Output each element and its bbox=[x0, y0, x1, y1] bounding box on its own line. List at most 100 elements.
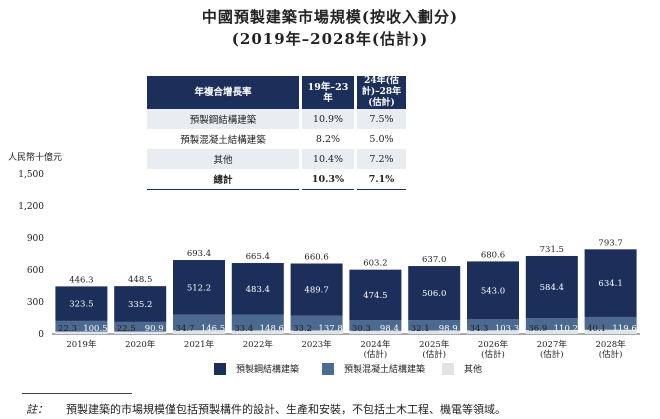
data-label-total: 693.4 bbox=[187, 249, 211, 259]
x-tick-label: (估計) bbox=[599, 349, 623, 360]
y-tick-label: 900 bbox=[27, 234, 44, 244]
data-label-concrete: 119.6 bbox=[612, 324, 636, 334]
data-label-total: 660.6 bbox=[304, 253, 328, 263]
cagr-row-value2: 7.5% bbox=[354, 109, 406, 129]
data-label-other: 36.9 bbox=[528, 324, 547, 334]
bar-segment bbox=[467, 319, 519, 331]
bar-segment bbox=[584, 316, 637, 330]
bar-segment bbox=[584, 329, 637, 334]
cagr-row-label: 總計 bbox=[147, 169, 301, 190]
data-label-other: 22.5 bbox=[117, 324, 136, 334]
data-label-other: 33.2 bbox=[293, 324, 312, 334]
footnote-divider bbox=[22, 393, 132, 394]
data-label-other: 34.3 bbox=[470, 324, 489, 334]
data-label-other: 22.3 bbox=[58, 324, 77, 334]
chart-legend: 預製鋼結構建築 預製混凝土結構建築 其他 bbox=[0, 362, 660, 376]
x-tick-label: 2025年 bbox=[419, 339, 450, 350]
cagr-row-value1: 10.4% bbox=[299, 149, 356, 169]
bar-segment bbox=[467, 330, 519, 334]
bar-segment bbox=[114, 286, 167, 322]
footnote-label: 註： bbox=[26, 403, 48, 416]
cagr-row: 預製混凝土結構建築 8.2% 5.0% bbox=[147, 129, 406, 149]
data-label-other: 30.3 bbox=[352, 324, 371, 334]
bar-segment bbox=[349, 269, 402, 321]
cagr-header-period2-text: 24年(估計)–28年(估計) bbox=[361, 76, 402, 108]
y-tick-label: 600 bbox=[27, 266, 44, 276]
bar-segment bbox=[55, 331, 108, 334]
y-axis-label: 人民幣十億元 bbox=[8, 151, 62, 163]
bar-segment bbox=[114, 321, 167, 332]
y-tick-label: 300 bbox=[27, 298, 44, 308]
x-tick-label: 2019年 bbox=[66, 339, 97, 350]
bar-segment bbox=[173, 260, 225, 315]
data-label-steel: 543.0 bbox=[481, 286, 505, 296]
data-label-total: 448.5 bbox=[128, 275, 152, 285]
data-label-total: 603.2 bbox=[363, 259, 387, 269]
x-tick-label: 2020年 bbox=[125, 339, 156, 350]
cagr-header-row: 年複合增長率 19年–23年 24年(估計)–28年(估計) bbox=[147, 76, 406, 109]
data-label-concrete: 98.9 bbox=[439, 324, 458, 334]
bar-segment bbox=[349, 320, 402, 331]
y-tick-label: 1,200 bbox=[18, 202, 44, 212]
bar-segment bbox=[290, 315, 343, 331]
data-label-steel: 335.2 bbox=[128, 300, 152, 310]
bar-segment bbox=[467, 261, 519, 320]
cagr-row-total: 總計 10.3% 7.1% bbox=[147, 169, 406, 190]
data-label-total: 731.5 bbox=[540, 245, 564, 255]
x-tick-label: (估計) bbox=[364, 349, 388, 360]
cagr-row-value2: 7.2% bbox=[354, 149, 406, 169]
cagr-row: 其他 10.4% 7.2% bbox=[147, 149, 406, 169]
data-label-other: 34.7 bbox=[176, 324, 195, 334]
legend-label-steel: 預製鋼結構建築 bbox=[236, 365, 300, 375]
y-tick-label: 1,500 bbox=[18, 170, 44, 180]
bar-segment bbox=[525, 330, 578, 334]
bar-segment bbox=[55, 320, 108, 332]
data-label-total: 446.3 bbox=[69, 275, 93, 285]
y-tick-label: 0 bbox=[38, 330, 44, 340]
data-label-total: 637.0 bbox=[422, 255, 446, 265]
bar-segment bbox=[408, 320, 461, 331]
bar-segment bbox=[525, 255, 578, 319]
legend-item-steel: 預製鋼結構建築 bbox=[214, 362, 299, 375]
legend-label-concrete: 預製混凝土結構建築 bbox=[344, 365, 426, 375]
data-label-steel: 634.1 bbox=[598, 279, 622, 289]
x-tick-label: (估計) bbox=[540, 349, 564, 360]
data-label-concrete: 146.5 bbox=[201, 324, 225, 334]
footnote-text: 預製建築的市場規模僅包括預製構件的設計、生產和安裝，不包括土木工程、機電等領域。 bbox=[66, 403, 506, 416]
data-label-other: 32.1 bbox=[411, 324, 430, 334]
data-label-steel: 323.5 bbox=[69, 300, 93, 310]
data-label-steel: 483.4 bbox=[246, 285, 270, 295]
bar-segment bbox=[525, 318, 578, 331]
legend-item-other: 其他 bbox=[442, 362, 482, 375]
footnote: 註： 預製建築的市場規模僅包括預製構件的設計、生產和安裝，不包括土木工程、機電等領… bbox=[26, 401, 506, 417]
x-tick-label: 2022年 bbox=[243, 339, 274, 350]
legend-item-concrete: 預製混凝土結構建築 bbox=[322, 362, 425, 375]
cagr-row-label: 預製鋼結構建築 bbox=[147, 109, 301, 129]
data-label-concrete: 90.9 bbox=[145, 324, 164, 334]
cagr-header-period2: 24年(估計)–28年(估計) bbox=[354, 76, 406, 109]
data-label-steel: 489.7 bbox=[304, 286, 328, 296]
cagr-row-value1: 10.9% bbox=[299, 109, 356, 129]
data-label-concrete: 100.5 bbox=[83, 324, 107, 334]
bar-segment bbox=[349, 330, 402, 334]
data-label-steel: 584.4 bbox=[540, 283, 564, 293]
legend-label-other: 其他 bbox=[464, 365, 483, 375]
bar-segment bbox=[290, 330, 343, 334]
cagr-row-value1: 10.3% bbox=[299, 169, 356, 190]
bar-segment bbox=[408, 330, 461, 334]
data-label-other: 40.1 bbox=[587, 324, 606, 334]
bar-segment bbox=[173, 314, 225, 331]
bar-segment bbox=[290, 263, 343, 316]
data-label-other: 33.4 bbox=[234, 324, 253, 334]
data-label-concrete: 137.8 bbox=[318, 324, 342, 334]
x-tick-label: (估計) bbox=[481, 349, 505, 360]
data-label-total: 793.7 bbox=[598, 238, 622, 248]
x-tick-label: 2027年 bbox=[537, 339, 568, 350]
cagr-row-label: 其他 bbox=[147, 149, 301, 169]
cagr-header-label: 年複合增長率 bbox=[147, 76, 301, 109]
bar-segment bbox=[114, 331, 167, 334]
data-label-steel: 506.0 bbox=[422, 289, 446, 299]
data-label-total: 680.6 bbox=[481, 250, 505, 260]
x-tick-label: 2023年 bbox=[302, 339, 333, 350]
x-tick-label: (估計) bbox=[422, 349, 446, 360]
